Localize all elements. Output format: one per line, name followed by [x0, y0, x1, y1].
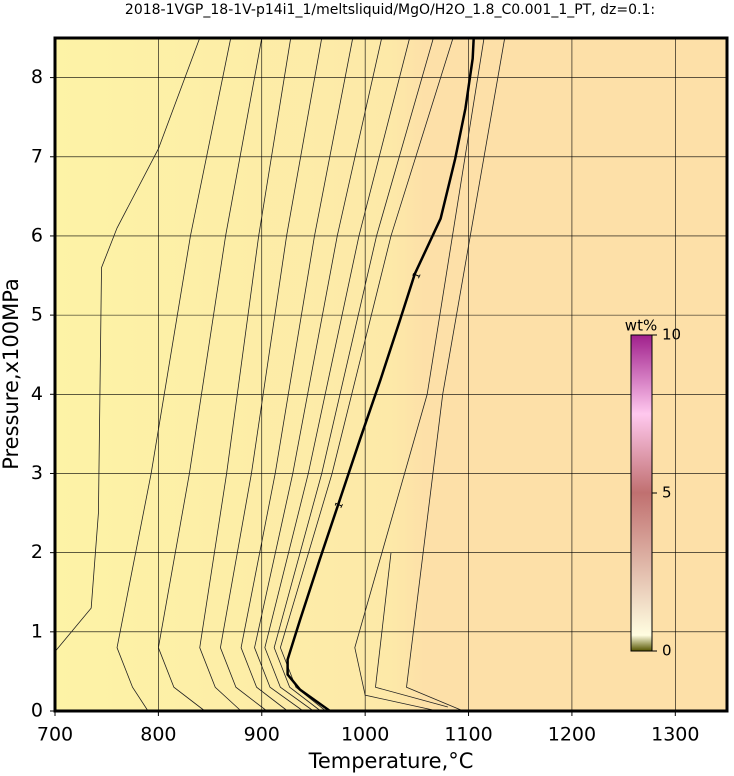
y-tick-label: 5 [31, 304, 43, 326]
contour-line [254, 37, 383, 712]
contour-line [375, 552, 448, 708]
x-tick-label: 900 [244, 724, 280, 746]
y-tick-label: 1 [31, 620, 43, 642]
contour-label: 1 [411, 271, 424, 281]
colorbar [630, 334, 653, 652]
y-tick-label: 3 [31, 462, 43, 484]
contour-line [273, 37, 434, 712]
frame [53, 36, 729, 713]
x-axis-label: Temperature,°C [308, 749, 474, 773]
y-tick-label: 2 [31, 541, 43, 563]
y-tick-label: 4 [31, 383, 43, 405]
plot-background [55, 38, 727, 711]
colorbar-tick-label: 5 [662, 484, 672, 502]
x-tick-label: 1000 [341, 724, 389, 746]
contour-line [116, 37, 232, 712]
contour-line [264, 37, 410, 712]
x-tick-label: 1300 [651, 724, 699, 746]
x-tick-label: 700 [37, 724, 73, 746]
x-tick-label: 1200 [548, 724, 596, 746]
contour-line [240, 37, 354, 712]
colorbar-label: wt% [625, 317, 657, 335]
colorbar-tick-label: 0 [662, 642, 672, 660]
y-tick-label: 7 [31, 145, 43, 167]
y-tick-label: 8 [31, 66, 43, 88]
contour-line [406, 37, 506, 712]
y-tick-label: 0 [31, 700, 43, 722]
x-tick-label: 800 [140, 724, 176, 746]
contour-line [157, 37, 263, 712]
contour-line [354, 37, 485, 712]
colorbar-tick-label: 10 [662, 326, 681, 344]
y-axis-label: Pressure,x100MPa [0, 278, 23, 470]
contour-label: 1 [333, 500, 346, 510]
chart-title: 2018-1VGP_18-1V-p14i1_1/meltsliquid/MgO/… [125, 2, 655, 18]
contour-line [286, 37, 475, 713]
contour-line [54, 37, 201, 652]
contour-line [199, 37, 292, 712]
x-tick-label: 1100 [444, 724, 492, 746]
contour-line [220, 37, 323, 712]
y-tick-label: 6 [31, 224, 43, 246]
